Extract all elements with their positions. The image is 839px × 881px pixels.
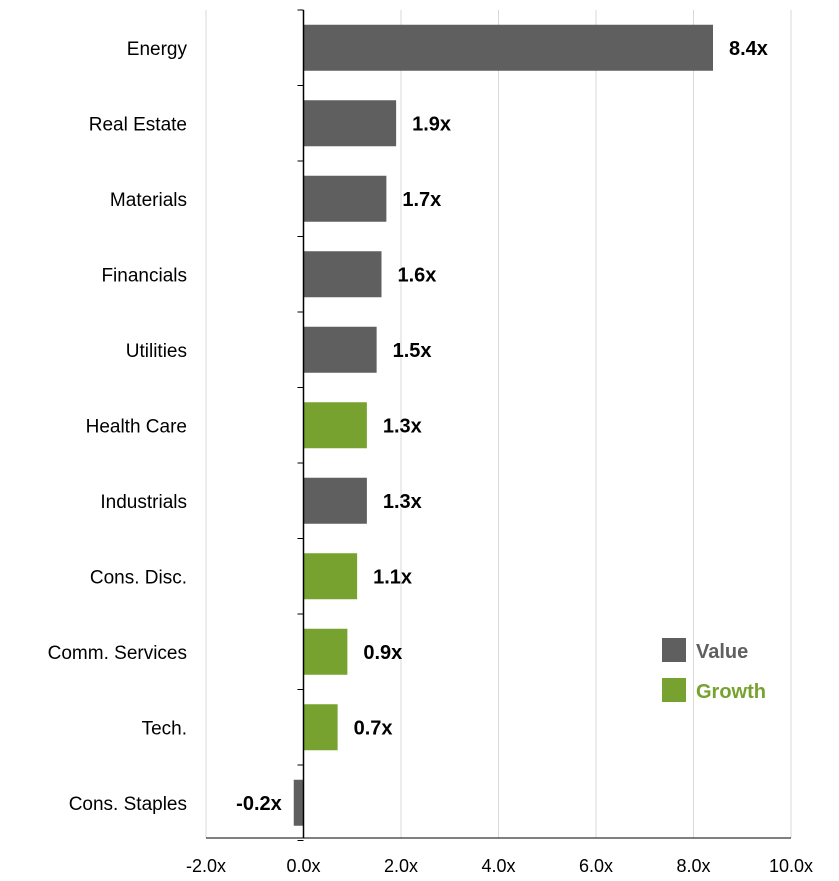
category-label: Cons. Staples: [69, 794, 187, 815]
category-label: Utilities: [126, 341, 187, 362]
data-label: 0.9x: [363, 642, 402, 664]
category-label: Financials: [101, 265, 187, 286]
data-label: -0.2x: [236, 793, 282, 815]
category-label: Cons. Disc.: [90, 567, 187, 588]
bar-cons-staples: [293, 779, 304, 826]
bar-cons-disc: [303, 553, 358, 600]
data-label: 8.4x: [729, 38, 768, 60]
data-label: 1.9x: [412, 113, 451, 135]
x-tick-label: 2.0x: [384, 856, 418, 876]
category-label: Materials: [110, 190, 187, 211]
legend-swatch-growth: [662, 678, 686, 702]
legend-label-value: Value: [696, 641, 748, 663]
x-tick-label: 0.0x: [286, 856, 320, 876]
data-label: 1.3x: [383, 415, 422, 437]
x-tick-label: 4.0x: [481, 856, 515, 876]
legend-label-growth: Growth: [696, 681, 766, 703]
x-tick-label: -2.0x: [186, 856, 226, 876]
category-label: Health Care: [86, 416, 187, 437]
category-label: Energy: [127, 39, 188, 60]
x-tick-label: 10.0x: [769, 856, 813, 876]
category-label: Comm. Services: [48, 643, 187, 664]
bar-financials: [303, 251, 382, 298]
bar-materials: [303, 175, 387, 222]
axes: [206, 9, 791, 841]
data-label: 1.3x: [383, 491, 422, 513]
labels: Energy Real Estate Materials Financials Util…: [48, 38, 813, 876]
bar-tech: [303, 704, 338, 751]
bar-health-care: [303, 402, 367, 449]
bar-comm-services: [303, 628, 348, 675]
bar-industrials: [303, 477, 367, 524]
gridlines: [205, 10, 792, 838]
legend: Value Growth: [662, 638, 766, 703]
data-label: 1.7x: [402, 189, 441, 211]
data-label: 1.1x: [373, 566, 412, 588]
category-label: Real Estate: [89, 114, 187, 135]
category-label: Tech.: [142, 718, 187, 739]
data-label: 1.6x: [398, 264, 437, 286]
bars: [293, 24, 713, 826]
category-label: Industrials: [100, 492, 187, 513]
data-label: 0.7x: [354, 717, 393, 739]
bar-energy: [303, 24, 713, 71]
x-tick-label: 8.0x: [676, 856, 710, 876]
data-label: 1.5x: [393, 340, 432, 362]
bar-utilities: [303, 326, 377, 373]
x-tick-label: 6.0x: [579, 856, 613, 876]
bar-real-estate: [303, 100, 397, 147]
legend-swatch-value: [662, 638, 686, 662]
